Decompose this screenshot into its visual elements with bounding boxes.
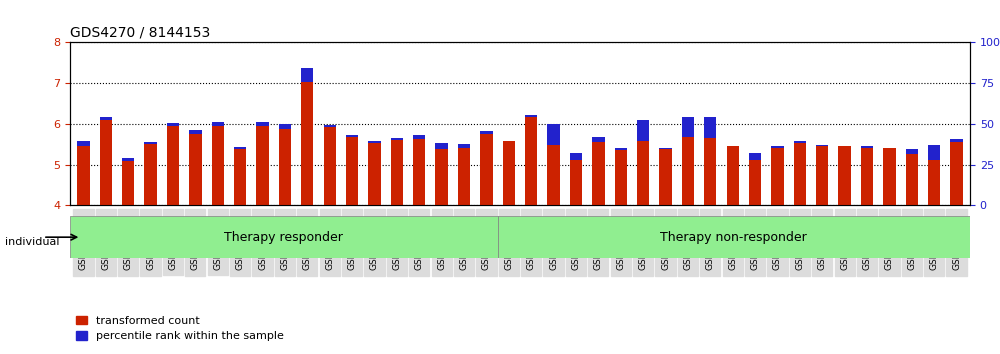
- Bar: [212, 122, 224, 126]
- Bar: [637, 120, 649, 205]
- Bar: [950, 139, 963, 142]
- Bar: [749, 160, 761, 205]
- Bar: [816, 145, 828, 146]
- FancyBboxPatch shape: [498, 216, 970, 258]
- Bar: [413, 135, 425, 139]
- Bar: [547, 124, 560, 205]
- Bar: [122, 161, 134, 205]
- Bar: [100, 120, 112, 205]
- Bar: [189, 134, 202, 205]
- Bar: [279, 124, 291, 129]
- Text: Therapy responder: Therapy responder: [224, 231, 343, 244]
- Bar: [368, 141, 381, 205]
- Bar: [883, 148, 896, 205]
- Bar: [189, 130, 202, 134]
- Bar: [212, 122, 224, 205]
- Bar: [547, 124, 560, 145]
- Bar: [749, 153, 761, 160]
- Bar: [256, 122, 269, 126]
- Bar: [413, 139, 425, 205]
- Bar: [480, 134, 493, 205]
- Bar: [301, 68, 313, 82]
- Bar: [368, 141, 381, 143]
- Bar: [77, 141, 90, 146]
- Bar: [704, 116, 716, 138]
- Bar: [906, 149, 918, 154]
- Bar: [659, 148, 672, 149]
- Bar: [771, 148, 784, 205]
- Bar: [435, 149, 448, 205]
- Bar: [592, 142, 605, 205]
- Bar: [682, 116, 694, 137]
- Bar: [906, 149, 918, 205]
- Bar: [637, 120, 649, 141]
- Bar: [234, 147, 246, 149]
- Bar: [301, 68, 313, 205]
- Bar: [346, 135, 358, 137]
- Bar: [346, 137, 358, 205]
- Bar: [928, 145, 940, 160]
- Bar: [794, 141, 806, 143]
- Bar: [391, 138, 403, 205]
- Bar: [816, 146, 828, 205]
- Bar: [144, 142, 157, 144]
- Bar: [771, 146, 784, 148]
- Bar: [144, 144, 157, 205]
- Bar: [458, 148, 470, 205]
- Bar: [525, 115, 537, 116]
- Bar: [861, 146, 873, 148]
- Bar: [570, 153, 582, 160]
- Bar: [794, 143, 806, 205]
- Legend: transformed count, percentile rank within the sample: transformed count, percentile rank withi…: [76, 315, 283, 341]
- Bar: [950, 142, 963, 205]
- Bar: [615, 150, 627, 205]
- Bar: [167, 126, 179, 205]
- Bar: [77, 146, 90, 205]
- Bar: [659, 149, 672, 205]
- Bar: [838, 146, 851, 205]
- Bar: [570, 160, 582, 205]
- Bar: [324, 125, 336, 127]
- Bar: [100, 116, 112, 120]
- Bar: [503, 141, 515, 205]
- Bar: [167, 123, 179, 126]
- Bar: [592, 137, 605, 142]
- Bar: [256, 122, 269, 205]
- Bar: [861, 148, 873, 205]
- Bar: [234, 149, 246, 205]
- Bar: [435, 143, 448, 149]
- Bar: [391, 138, 403, 140]
- Bar: [122, 158, 134, 161]
- Bar: [928, 160, 940, 205]
- Bar: [480, 131, 493, 134]
- Bar: [615, 148, 627, 150]
- Bar: [458, 144, 470, 148]
- Text: individual: individual: [5, 238, 60, 247]
- Bar: [324, 125, 336, 205]
- Text: GDS4270 / 8144153: GDS4270 / 8144153: [70, 26, 210, 40]
- Bar: [727, 146, 739, 205]
- Text: Therapy non-responder: Therapy non-responder: [660, 231, 807, 244]
- Bar: [525, 115, 537, 205]
- FancyBboxPatch shape: [70, 216, 498, 258]
- Bar: [279, 124, 291, 205]
- Bar: [682, 116, 694, 205]
- Bar: [704, 116, 716, 205]
